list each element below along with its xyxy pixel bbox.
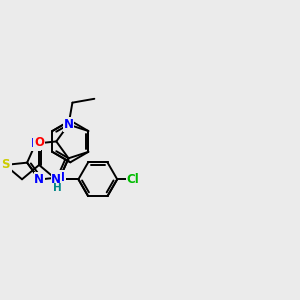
- Text: H: H: [53, 183, 62, 194]
- Text: N: N: [51, 173, 61, 186]
- Text: N: N: [31, 137, 40, 150]
- Text: O: O: [34, 136, 44, 149]
- Text: Cl: Cl: [127, 173, 139, 186]
- Text: N: N: [55, 171, 65, 184]
- Text: N: N: [34, 173, 44, 186]
- Text: N: N: [64, 118, 74, 131]
- Text: S: S: [1, 158, 9, 172]
